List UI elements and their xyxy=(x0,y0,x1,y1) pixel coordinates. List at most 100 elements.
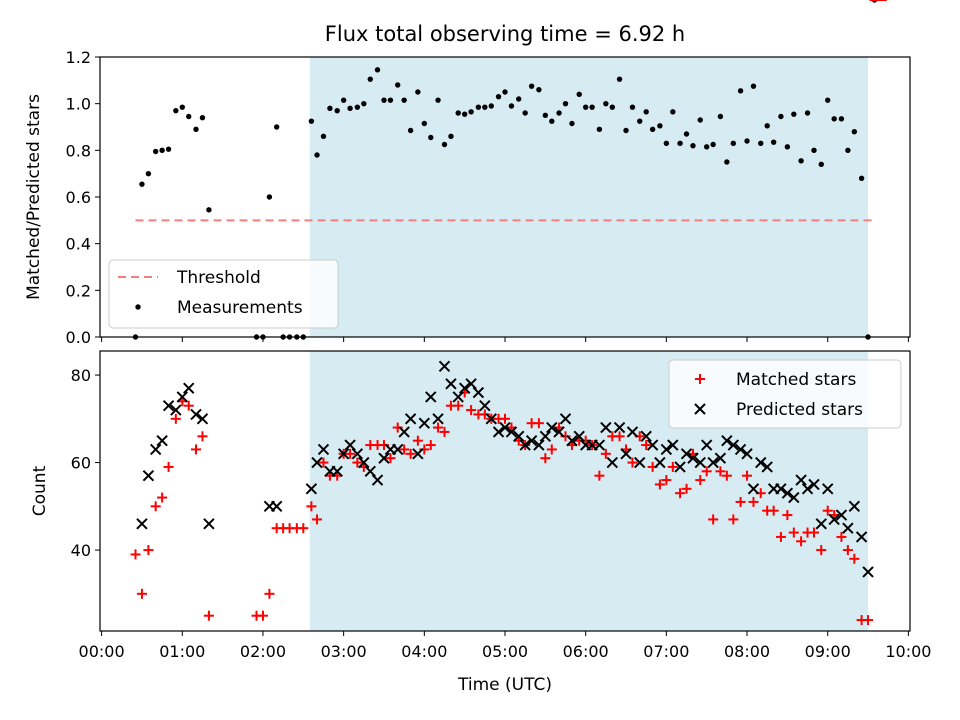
measurement-point xyxy=(750,83,757,89)
measurement-point xyxy=(441,141,448,148)
predicted-star-point xyxy=(337,448,350,460)
matched-star-point xyxy=(641,440,652,451)
measurement-point xyxy=(347,105,353,112)
predicted-star-point-b xyxy=(707,456,719,469)
matched-star-point xyxy=(412,435,423,446)
matched-star-point xyxy=(600,448,611,459)
predicted-star-point-b xyxy=(660,443,673,456)
predicted-star-point xyxy=(593,439,606,451)
matched-star-point xyxy=(130,549,141,560)
predicted-star-point-b xyxy=(337,448,350,460)
predicted-star-point-b xyxy=(458,382,471,394)
measurement-point xyxy=(387,97,394,103)
measurement-point xyxy=(851,128,858,135)
predicted-star-point-b xyxy=(156,434,168,447)
predicted-star-point-b xyxy=(640,430,652,443)
matched-star-point xyxy=(782,510,793,521)
predicted-star-point xyxy=(311,456,323,469)
matched-star-point xyxy=(796,536,807,547)
predicted-star-point xyxy=(183,382,195,394)
predicted-star-point-b xyxy=(546,421,558,434)
measurement-point xyxy=(394,82,401,88)
measurement-point xyxy=(637,118,643,124)
x-tick-label: 02:00 xyxy=(240,642,286,661)
predicted-star-point-b xyxy=(600,421,612,434)
measurement-point xyxy=(784,144,791,150)
predicted-star-point xyxy=(136,518,148,530)
matched-star-point xyxy=(312,514,323,525)
predicted-star-point xyxy=(687,452,699,464)
predicted-star-point xyxy=(358,456,370,469)
measurement-point xyxy=(562,100,569,107)
predicted-star-point xyxy=(654,456,666,469)
predicted-star-point-b xyxy=(418,417,431,429)
predicted-star-point xyxy=(418,417,431,429)
matched-star-point xyxy=(808,527,819,538)
measurement-point xyxy=(367,76,373,82)
measurement-point xyxy=(407,127,414,134)
x-tick-label: 07:00 xyxy=(643,642,689,661)
matched-star-point xyxy=(594,470,605,481)
count-panel: 40 60 80 00:00 01:00 02:00 03:00 04:00 05:00 06:… xyxy=(30,0,931,695)
measurement-point xyxy=(657,123,663,129)
measurement-point xyxy=(482,104,488,110)
predicted-star-point-b xyxy=(412,448,424,460)
predicted-star-point xyxy=(646,439,659,451)
predicted-star-point-b xyxy=(519,439,531,451)
predicted-star-point xyxy=(445,378,457,390)
matched-star-point xyxy=(439,426,450,437)
measurement-point xyxy=(703,144,710,150)
measurement-point xyxy=(327,105,333,112)
predicted-star-point xyxy=(458,382,471,394)
predicted-star-point xyxy=(788,491,800,504)
predicted-star-point xyxy=(674,461,686,473)
measurement-point xyxy=(798,158,804,164)
predicted-star-point-b xyxy=(170,404,182,416)
predicted-star-point-b xyxy=(848,500,861,513)
predicted-star-point-b xyxy=(492,426,505,438)
predicted-star-point xyxy=(626,426,639,438)
matched-star-point xyxy=(614,431,625,442)
matched-star-point xyxy=(842,545,853,556)
predicted-star-point-b xyxy=(452,391,464,403)
predicted-star-point-b xyxy=(755,456,767,469)
x-tick-label: 10:00 xyxy=(885,642,931,661)
measurements-legend-swatch xyxy=(135,304,141,310)
matched-star-point xyxy=(405,448,416,459)
matched-star-point xyxy=(150,501,161,512)
matched-star-point xyxy=(701,466,712,477)
matched-star-point xyxy=(157,492,168,503)
predicted-stars-legend-label: Predicted stars xyxy=(736,400,863,420)
predicted-star-point xyxy=(721,434,733,447)
predicted-star-point-b xyxy=(305,483,318,495)
predicted-star-point xyxy=(822,483,834,495)
matched-star-point xyxy=(163,461,174,472)
matched-star-point xyxy=(345,448,356,459)
matched-star-point xyxy=(466,405,477,416)
x-axis-label: Time (UTC) xyxy=(457,675,552,695)
predicted-star-point-b xyxy=(358,456,370,469)
matched-star-point xyxy=(822,505,833,516)
predicted-star-point-b xyxy=(855,531,868,543)
predicted-star-point xyxy=(438,360,451,373)
ratio-panel: 0.0 0.2 0.4 0.6 0.8 1.0 1.2 Matched/Predicted … xyxy=(24,0,911,347)
predicted-star-point xyxy=(700,439,713,451)
predicted-star-point xyxy=(513,430,525,443)
predicted-star-point-b xyxy=(694,456,706,469)
measurement-point xyxy=(522,110,528,116)
predicted-star-point-b xyxy=(667,439,679,451)
predicted-star-point-b xyxy=(425,391,437,403)
predicted-star-point-b xyxy=(626,426,639,438)
x-tick-label: 06:00 xyxy=(563,642,609,661)
matched-star-point xyxy=(775,531,786,542)
predicted-star-point xyxy=(519,439,531,451)
predicted-star-point-b xyxy=(176,391,188,403)
matched-star-point xyxy=(816,545,827,556)
matched-star-point xyxy=(788,527,799,538)
predicted-star-point xyxy=(525,434,538,447)
predicted-star-point-b xyxy=(190,408,202,421)
predicted-star-point-b xyxy=(828,513,840,526)
matched-star-point xyxy=(836,531,847,542)
